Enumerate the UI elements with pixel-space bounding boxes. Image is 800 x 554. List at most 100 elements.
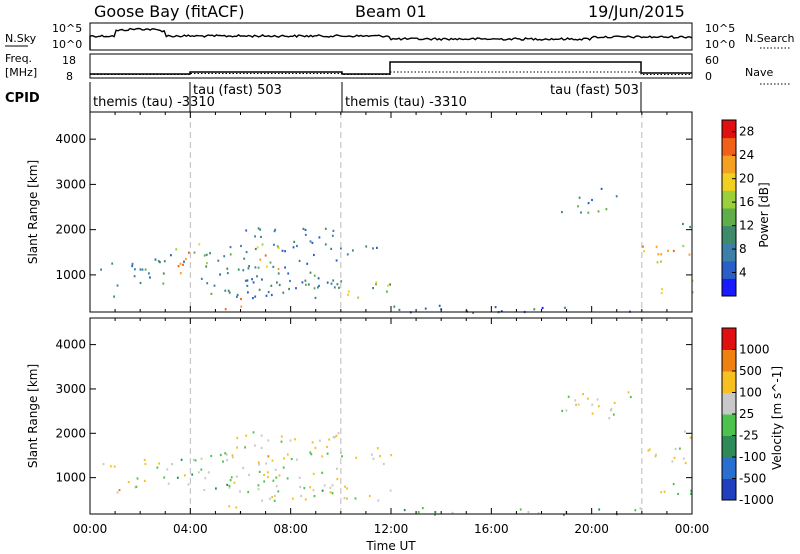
data-cell xyxy=(634,509,637,512)
data-cell xyxy=(143,479,146,482)
data-cell xyxy=(300,494,303,498)
data-cell xyxy=(343,497,346,500)
data-cell xyxy=(154,258,157,261)
data-cell xyxy=(563,513,565,516)
data-cell xyxy=(331,484,334,487)
data-cell xyxy=(368,494,371,498)
data-cell xyxy=(639,507,642,510)
data-cell xyxy=(673,456,676,459)
data-cell xyxy=(597,405,600,408)
data-cell xyxy=(294,438,296,441)
data-cell xyxy=(672,249,675,253)
data-cell xyxy=(347,290,350,293)
data-cell xyxy=(533,308,536,311)
data-cell xyxy=(226,459,228,462)
data-cell xyxy=(276,281,278,284)
data-cell xyxy=(240,297,242,301)
y-tick-label: 4000 xyxy=(55,338,86,352)
data-cell xyxy=(688,253,691,256)
data-cell xyxy=(274,468,277,471)
freq-label-1: Freq. xyxy=(5,52,32,65)
data-cell xyxy=(667,249,669,252)
data-cell xyxy=(390,454,393,457)
data-cell xyxy=(245,434,248,437)
data-cell xyxy=(228,291,231,294)
colorbar-swatch xyxy=(722,435,736,458)
data-cell xyxy=(610,407,613,411)
data-cell xyxy=(204,477,207,480)
data-cell xyxy=(648,448,651,451)
data-cell xyxy=(340,280,343,283)
data-cell xyxy=(288,287,290,291)
data-cell xyxy=(257,484,260,487)
data-cell xyxy=(270,284,273,287)
data-cell xyxy=(305,283,307,286)
y-tick-label: 4000 xyxy=(55,132,86,146)
data-cell xyxy=(243,257,246,260)
data-cell xyxy=(246,279,249,282)
data-cell xyxy=(655,245,658,248)
colorbar-tick-label: 100 xyxy=(739,386,762,400)
data-cell xyxy=(248,473,250,476)
data-cell xyxy=(179,272,182,275)
data-cell xyxy=(314,296,317,299)
data-cell xyxy=(301,281,304,284)
data-cell xyxy=(389,283,391,286)
power-time-gridlines xyxy=(189,112,643,312)
data-cell xyxy=(254,444,256,447)
colorbar-tick-label: -500 xyxy=(739,472,766,486)
data-cell xyxy=(323,484,326,487)
data-cell xyxy=(179,262,182,265)
data-cell xyxy=(691,291,694,294)
data-cell xyxy=(643,250,645,253)
data-cell xyxy=(281,249,284,252)
data-cell xyxy=(398,308,401,311)
data-cell xyxy=(306,262,309,265)
colorbar-swatch xyxy=(722,120,736,139)
data-cell xyxy=(612,413,615,416)
colorbar-swatch xyxy=(722,208,736,227)
velocity-x-ticks: 00:00 04:00 08:00 12:00 16:00 20:00 00:00 xyxy=(73,318,709,536)
x-tick-label: 16:00 xyxy=(474,522,509,536)
data-cell xyxy=(205,253,208,256)
data-cell xyxy=(256,246,259,249)
data-cell xyxy=(561,409,564,412)
data-cell xyxy=(224,289,227,292)
data-cell xyxy=(438,304,441,307)
nave-label: Nave xyxy=(745,66,773,79)
cpid-segment-1: themis (tau) -3310 xyxy=(93,95,215,110)
data-cell xyxy=(265,462,268,465)
nave-tick-high: 60 xyxy=(705,54,719,67)
colorbar-tick-label: -1000 xyxy=(739,493,774,507)
data-cell xyxy=(326,281,329,284)
data-cell xyxy=(260,434,263,437)
data-cell xyxy=(564,306,566,309)
data-cell xyxy=(672,483,675,486)
data-cell xyxy=(561,211,563,214)
data-cell xyxy=(393,305,396,308)
data-cell xyxy=(567,395,570,398)
data-cell xyxy=(340,247,342,250)
data-cell xyxy=(273,243,275,246)
data-cell xyxy=(375,283,377,286)
data-cell xyxy=(258,288,261,291)
data-cell xyxy=(144,268,147,271)
data-cell xyxy=(261,243,264,246)
data-cell xyxy=(206,262,208,265)
data-cell xyxy=(500,310,503,313)
data-cell xyxy=(213,284,216,287)
data-cell xyxy=(660,292,663,295)
data-cell xyxy=(389,489,392,492)
data-cell xyxy=(346,487,348,490)
data-cell xyxy=(313,495,316,498)
data-cell xyxy=(187,483,190,486)
data-cell xyxy=(403,509,406,512)
colorbar-swatch xyxy=(722,414,736,436)
colorbar-tick-label: 4 xyxy=(739,266,747,280)
data-cell xyxy=(222,460,224,463)
data-cell xyxy=(149,276,151,279)
data-cell xyxy=(275,485,278,488)
data-cell xyxy=(575,403,577,406)
data-cell xyxy=(162,272,165,275)
colorbar-swatch xyxy=(722,172,736,191)
